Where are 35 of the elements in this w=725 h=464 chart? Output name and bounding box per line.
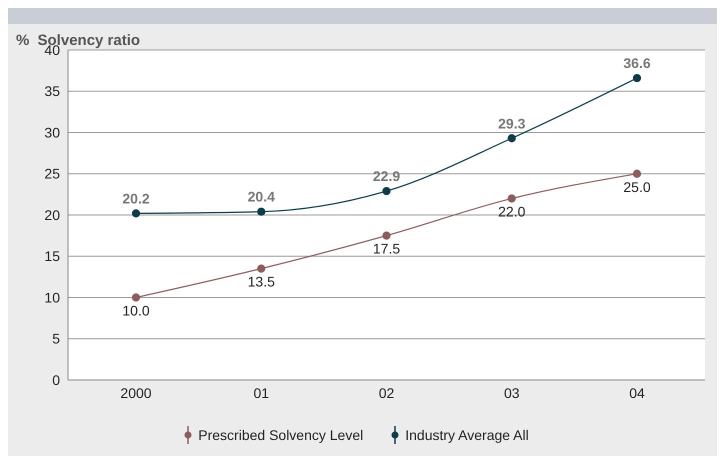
x-tick-label: 03 <box>504 384 520 401</box>
data-label: 20.2 <box>122 190 150 206</box>
point <box>632 74 642 82</box>
point <box>132 209 140 218</box>
point <box>632 170 642 178</box>
legend-label: Prescribed Solvency Level <box>197 426 364 444</box>
y-tick-label: 35 <box>44 83 60 100</box>
data-label: 13.5 <box>248 274 276 290</box>
y-tick-label: 20 <box>44 206 60 223</box>
point <box>508 134 516 142</box>
point <box>508 194 516 203</box>
x-tick-label: 04 <box>629 384 645 401</box>
y-axis-title: % <box>16 32 30 49</box>
data-label: 10.0 <box>122 302 150 318</box>
y-tick-label: 10 <box>44 289 60 306</box>
legend-label: Industry Average All <box>404 426 529 444</box>
point <box>257 208 266 216</box>
y-tick-label: 15 <box>44 248 60 264</box>
point <box>382 186 391 196</box>
y-tick-label: 25 <box>44 166 60 182</box>
data-label: 29.3 <box>498 115 526 132</box>
x-tick-label: 2000 <box>120 384 152 401</box>
data-label: 36.6 <box>623 55 651 72</box>
point <box>132 293 140 302</box>
x-tick-label: 01 <box>253 384 270 401</box>
data-label: 20.4 <box>248 188 276 205</box>
y-tick-label: 5 <box>52 330 60 347</box>
data-label: 17.5 <box>372 240 400 257</box>
data-label: 25.0 <box>623 178 651 195</box>
data-label: 22.0 <box>498 204 526 220</box>
point <box>382 232 391 240</box>
point <box>257 264 266 273</box>
y-tick-label: 0 <box>52 372 60 388</box>
y-tick-label: 30 <box>44 124 60 140</box>
x-tick-label: 02 <box>378 384 394 401</box>
